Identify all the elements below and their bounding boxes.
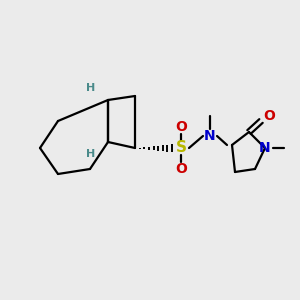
Text: N: N — [259, 141, 271, 155]
Text: O: O — [175, 120, 187, 134]
Text: N: N — [204, 129, 216, 143]
Text: S: S — [176, 140, 187, 155]
Text: H: H — [86, 83, 96, 93]
Text: O: O — [175, 162, 187, 176]
Text: H: H — [86, 149, 96, 159]
Text: O: O — [263, 109, 275, 123]
